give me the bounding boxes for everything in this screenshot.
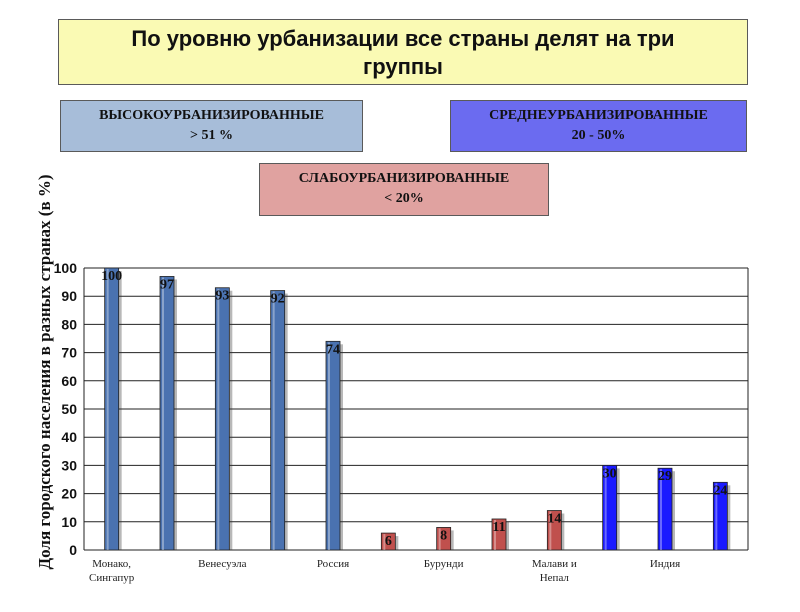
x-tick-label: Россия — [317, 558, 349, 570]
bar-data-label: 97 — [160, 277, 174, 292]
x-tick-label: Монако, — [92, 558, 131, 570]
x-tick-label: Сингапур — [89, 572, 135, 584]
bar — [546, 510, 562, 551]
y-tick-label: 0 — [69, 542, 77, 558]
bar — [380, 532, 396, 551]
x-tick-label: Малави и — [532, 558, 577, 570]
bar-data-label: 24 — [713, 483, 727, 498]
bar — [657, 467, 673, 551]
category-low-range: < 20% — [384, 191, 424, 206]
y-tick-label: 40 — [61, 429, 77, 445]
bar — [214, 287, 230, 551]
title-line-1: По уровню урбанизации все страны делят н… — [131, 26, 675, 51]
category-mid-name: СРЕДНЕУРБАНИЗИРОВАННЫЕ — [489, 108, 708, 123]
title-line-2: группы — [363, 54, 443, 79]
category-mid-range: 20 - 50% — [571, 128, 626, 143]
y-tick-label: 60 — [61, 373, 77, 389]
bar-data-label: 93 — [215, 289, 229, 304]
y-tick-label: 20 — [61, 486, 77, 502]
bar — [436, 527, 452, 551]
y-tick-label: 100 — [54, 260, 78, 276]
y-tick-label: 70 — [61, 345, 77, 361]
bar-data-label: 11 — [492, 520, 505, 535]
category-low-box: СЛАБОУРБАНИЗИРОВАННЫЕ < 20% — [259, 163, 549, 216]
y-tick-label: 30 — [61, 457, 77, 473]
bar-data-label: 100 — [101, 269, 122, 284]
bar — [270, 290, 286, 551]
y-tick-label: 90 — [61, 288, 77, 304]
bar-data-label: 30 — [603, 466, 617, 481]
bar-data-label: 74 — [326, 342, 340, 357]
x-tick-label: Непал — [540, 572, 570, 584]
category-low-name: СЛАБОУРБАНИЗИРОВАННЫЕ — [298, 171, 510, 186]
category-high-box: ВЫСОКОУРБАНИЗИРОВАННЫЕ > 51 % — [60, 100, 363, 152]
y-tick-label: 80 — [61, 316, 77, 332]
bar-data-label: 29 — [658, 469, 672, 484]
bar — [325, 340, 341, 551]
x-tick-label: Индия — [650, 558, 680, 570]
bar-data-label: 6 — [385, 534, 392, 549]
bar-data-label: 92 — [271, 292, 285, 307]
category-high-range: > 51 % — [190, 128, 233, 143]
x-tick-label: Бурунди — [424, 558, 464, 570]
category-mid-box: СРЕДНЕУРБАНИЗИРОВАННЫЕ 20 - 50% — [450, 100, 747, 152]
bar-data-label: 14 — [547, 512, 561, 527]
bar — [104, 267, 120, 551]
bar — [159, 276, 175, 551]
x-tick-label: Венесуэла — [198, 558, 247, 570]
bar — [602, 464, 618, 551]
y-tick-label: 50 — [61, 401, 77, 417]
y-tick-label: 10 — [61, 514, 77, 530]
bar-data-label: 8 — [440, 528, 447, 543]
category-high-name: ВЫСОКОУРБАНИЗИРОВАННЫЕ — [99, 108, 324, 123]
title-box: По уровню урбанизации все страны делят н… — [58, 19, 748, 85]
bar — [712, 481, 728, 551]
bar — [491, 518, 507, 551]
